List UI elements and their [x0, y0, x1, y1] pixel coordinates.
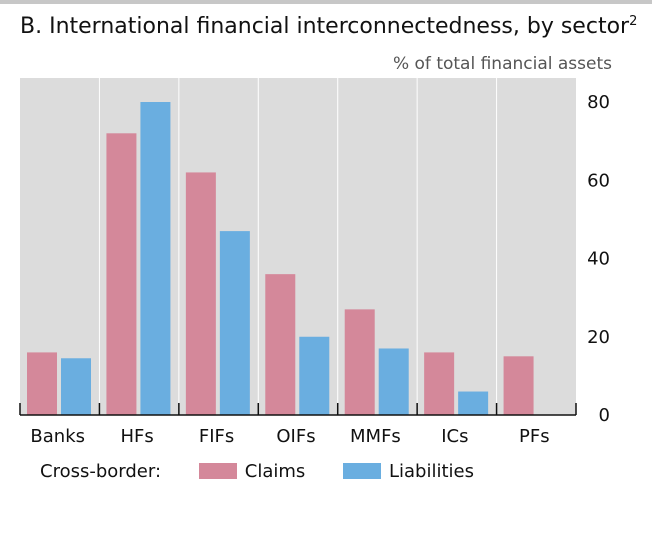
legend-swatch-liabilities — [343, 463, 381, 480]
chart-title-text: B. International financial interconnecte… — [20, 14, 630, 39]
bar-liabilities-mmfs — [378, 348, 409, 415]
y-tick-label: 0 — [599, 405, 610, 426]
x-tick-label-oifs: OIFs — [276, 426, 315, 447]
chart-title: B. International financial interconnecte… — [20, 14, 637, 39]
bar-claims-hfs — [106, 133, 137, 416]
bar-liabilities-banks — [61, 358, 91, 415]
x-tick-label-banks: Banks — [30, 426, 85, 447]
bar-liabilities-fifs — [219, 231, 250, 415]
x-tick-label-fifs: FIFs — [199, 426, 234, 447]
title-footnote: 2 — [629, 14, 638, 29]
bar-claims-mmfs — [344, 309, 375, 415]
top-rule — [0, 0, 652, 4]
bar-liabilities-oifs — [299, 336, 330, 415]
y-tick-label: 40 — [587, 249, 610, 270]
y-tick-label: 20 — [587, 327, 610, 348]
y-tick-label: 60 — [587, 170, 610, 191]
bar-claims-ics — [424, 352, 455, 415]
bar-claims-banks — [27, 352, 57, 415]
legend-item-claims: Claims — [198, 460, 306, 482]
legend-label-liabilities: Liabilities — [389, 460, 474, 482]
x-tick-label-ics: ICs — [441, 426, 468, 447]
bar-claims-fifs — [185, 172, 216, 415]
bar-liabilities-ics — [458, 391, 489, 415]
legend: Cross-border: Claims Liabilities — [40, 460, 474, 482]
legend-item-liabilities: Liabilities — [343, 460, 474, 482]
legend-swatch-claims — [198, 463, 237, 480]
x-tick-label-hfs: HFs — [121, 426, 154, 447]
bar-claims-oifs — [265, 274, 296, 415]
legend-label-claims: Claims — [244, 460, 306, 482]
y-tick-label: 80 — [587, 92, 610, 113]
unit-label: % of total financial assets — [392, 54, 612, 74]
plot-background — [20, 78, 576, 415]
bar-claims-pfs — [503, 356, 534, 415]
bar-liabilities-hfs — [140, 102, 171, 415]
legend-prefix: Cross-border: — [40, 460, 162, 482]
x-tick-label-pfs: PFs — [519, 426, 550, 447]
x-tick-label-mmfs: MMFs — [350, 426, 401, 447]
